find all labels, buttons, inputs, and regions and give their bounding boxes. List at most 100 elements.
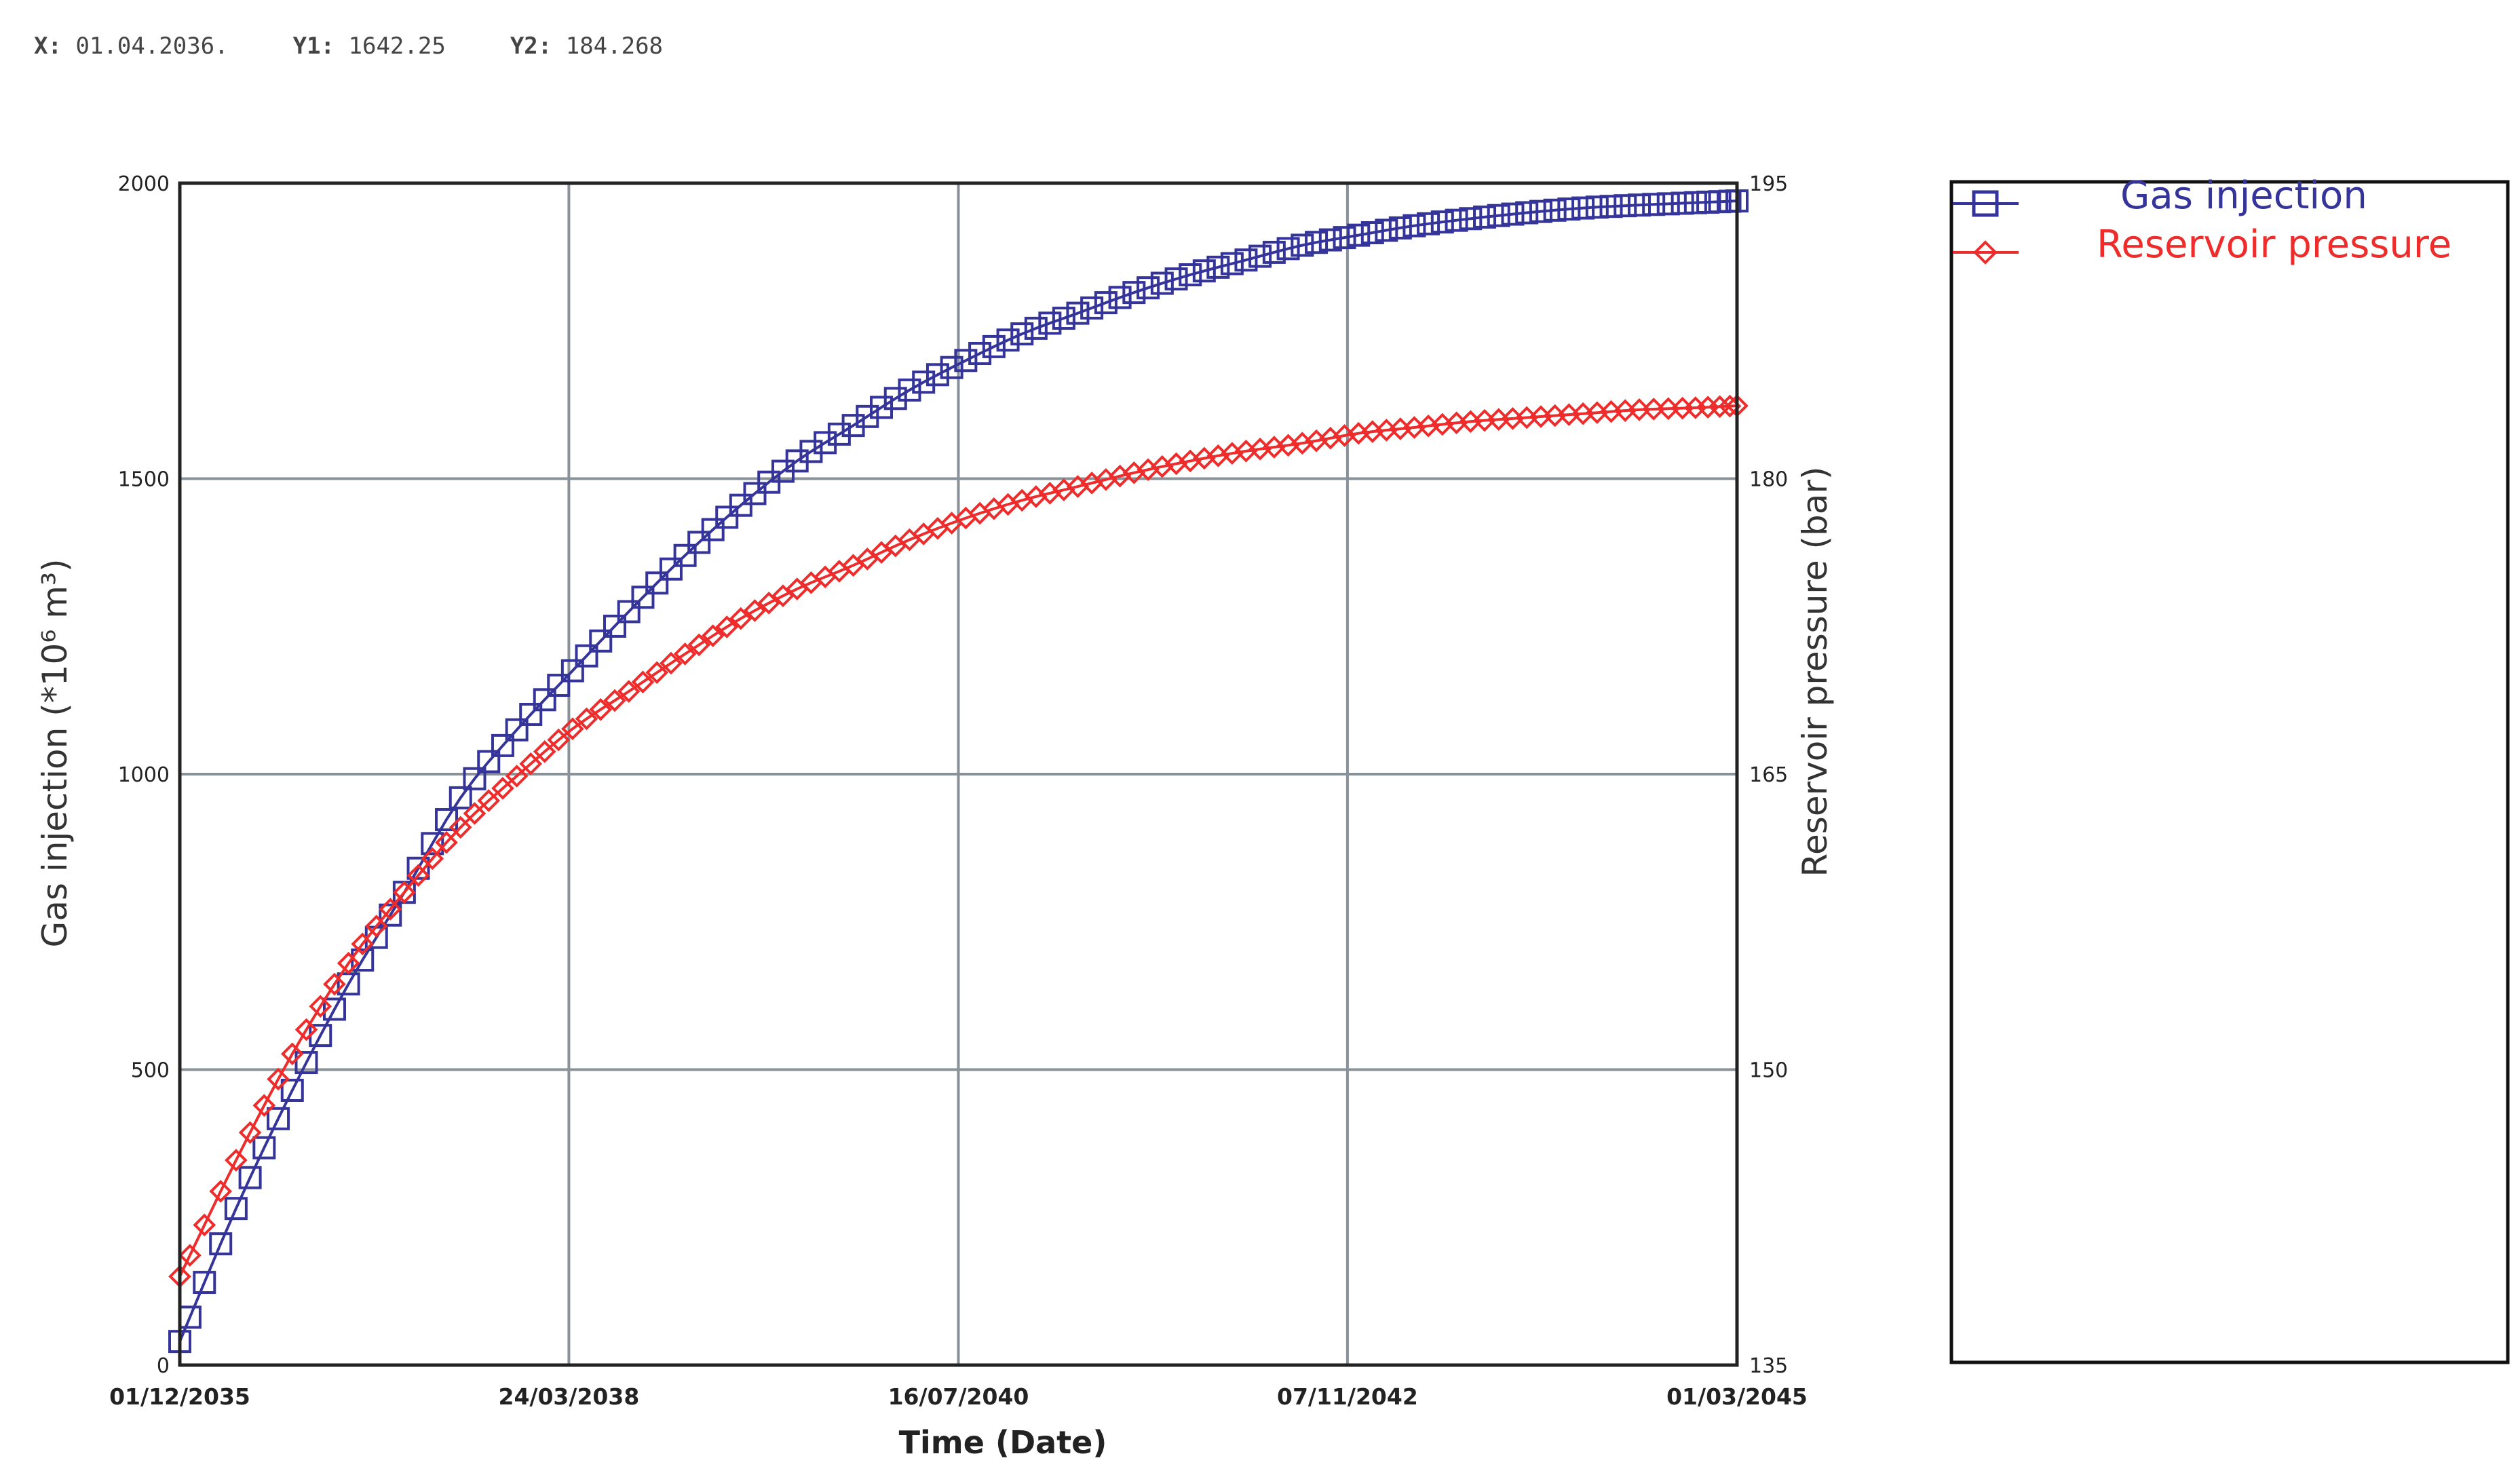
gas-injection-point	[238, 1166, 262, 1189]
reservoir-pressure-point	[209, 1180, 233, 1203]
reservoir-pressure-point	[323, 972, 346, 996]
gas-injection-point	[1599, 195, 1623, 218]
reservoir-pressure-point	[575, 707, 598, 731]
reservoir-pressure-point	[463, 802, 486, 825]
gas-injection-point	[631, 586, 655, 609]
gas-injection-point	[547, 674, 571, 697]
y2-tick-label: 135	[1749, 1354, 1788, 1378]
gas-injection-point	[505, 718, 529, 742]
gas-injection-point	[477, 750, 501, 773]
gas-injection-point	[1234, 248, 1258, 272]
cursor-readout: X: 01.04.2036. Y1: 1642.25 Y2: 184.268	[34, 33, 727, 60]
readout-y1: Y1: 1642.25	[293, 33, 446, 60]
gas-injection-point	[1122, 281, 1146, 305]
y-tick-label: 1500	[118, 468, 170, 492]
gas-injection-point	[1291, 233, 1314, 257]
gas-injection-point	[1529, 199, 1552, 223]
readout-y1-label: Y1:	[292, 33, 335, 60]
gas-injection-point	[252, 1136, 276, 1160]
gas-injection-point	[1066, 301, 1090, 325]
gas-injection-point	[1656, 192, 1680, 216]
gas-injection-point	[193, 1271, 216, 1295]
gas-injection-point	[1179, 263, 1202, 287]
gas-injection-point	[940, 356, 963, 379]
gas-injection-point	[1024, 316, 1048, 340]
gas-injection-point	[1671, 191, 1694, 215]
legend-box	[1949, 180, 2510, 1364]
gas-injection-point	[1683, 191, 1707, 214]
gas-injection-point	[1080, 296, 1104, 320]
legend: Gas injection Reservoir pressure	[1949, 174, 2510, 1364]
reservoir-pressure-point	[477, 789, 501, 812]
gas-injection-point	[519, 702, 543, 726]
gas-injection-point	[883, 387, 907, 410]
gas-injection-point	[1501, 202, 1525, 226]
legend-items: Gas injection Reservoir pressure	[1953, 174, 2451, 267]
gas-injection-point	[827, 422, 851, 446]
gas-injection-point	[1459, 207, 1483, 231]
gas-injection-point	[1206, 255, 1230, 279]
gas-injection-point	[1318, 228, 1342, 252]
gas-injection-point	[982, 334, 1006, 358]
reservoir-pressure-point	[533, 740, 556, 763]
gas-injection-point	[1164, 267, 1188, 291]
gas-injection-point	[1571, 196, 1595, 220]
reservoir-pressure-point	[561, 717, 584, 741]
reservoir-pressure-point	[589, 697, 613, 721]
legend-gas-injection-marker	[1972, 190, 1999, 217]
reservoir-pressure-point	[178, 1244, 202, 1267]
gas-injection-point	[729, 493, 752, 517]
y-tick-label: 2000	[118, 172, 170, 196]
reservoir-pressure-point	[294, 1018, 318, 1041]
gas-injection-point	[1585, 195, 1609, 219]
gas-injection-point	[1192, 259, 1216, 283]
gas-injection-point	[659, 557, 683, 581]
gas-injection-point	[1248, 244, 1272, 268]
gas-injection-point	[1305, 231, 1329, 254]
x-axis-title: Time (Date)	[899, 1424, 1107, 1461]
gas-injection-point	[280, 1078, 304, 1102]
reservoir-pressure-point	[645, 661, 669, 685]
reservoir-pressure-point	[519, 752, 543, 775]
gas-injection-point	[1402, 214, 1426, 237]
reservoir-pressure-point	[491, 777, 514, 800]
gas-injection-point	[1150, 271, 1174, 295]
gas-injection-point	[1430, 210, 1454, 234]
y-tick-label: 500	[131, 1059, 170, 1083]
gas-injection-point	[1360, 221, 1384, 245]
gas-injection-point	[1642, 193, 1666, 216]
readout-y1-value: 1642.25	[348, 33, 446, 60]
y-tick-label: 1000	[118, 763, 170, 787]
readout-y2-label: Y2:	[510, 33, 552, 60]
gas-injection-point	[687, 531, 711, 554]
gas-injection-point	[1262, 240, 1286, 264]
y2-tick-label: 150	[1749, 1059, 1788, 1083]
gas-injection-point	[954, 349, 978, 372]
reservoir-pressure-point	[505, 765, 529, 788]
gas-injection-point	[1094, 291, 1118, 315]
reservoir-pressure-point	[193, 1213, 216, 1237]
gas-injection-point	[912, 370, 936, 394]
gas-injection-point	[1614, 194, 1637, 218]
reservoir-pressure-point	[406, 864, 430, 887]
reservoir-pressure-point	[351, 932, 375, 956]
x-tick-label: 07/11/2042	[1277, 1383, 1418, 1410]
reservoir-pressure-point	[379, 898, 402, 921]
reservoir-pressure-point	[280, 1042, 304, 1066]
gas-injection-point	[603, 614, 626, 638]
gas-injection-point	[715, 505, 739, 529]
gridlines	[180, 183, 1737, 1365]
gas-injection-point	[267, 1107, 290, 1130]
reservoir-pressure-point	[715, 615, 739, 638]
gas-injection-point	[491, 733, 514, 757]
gas-injection-point	[898, 378, 921, 402]
x-tick-label: 16/07/2040	[888, 1383, 1029, 1410]
gas-injection-point	[1052, 307, 1075, 330]
gas-injection-point	[1417, 212, 1440, 235]
gas-injection-point	[701, 518, 725, 541]
gas-injection-point	[463, 767, 486, 790]
reservoir-pressure-point	[631, 670, 655, 694]
gas-injection-point	[421, 832, 444, 856]
y2-axis-title: Reservoir pressure (bar)	[1795, 467, 1835, 877]
